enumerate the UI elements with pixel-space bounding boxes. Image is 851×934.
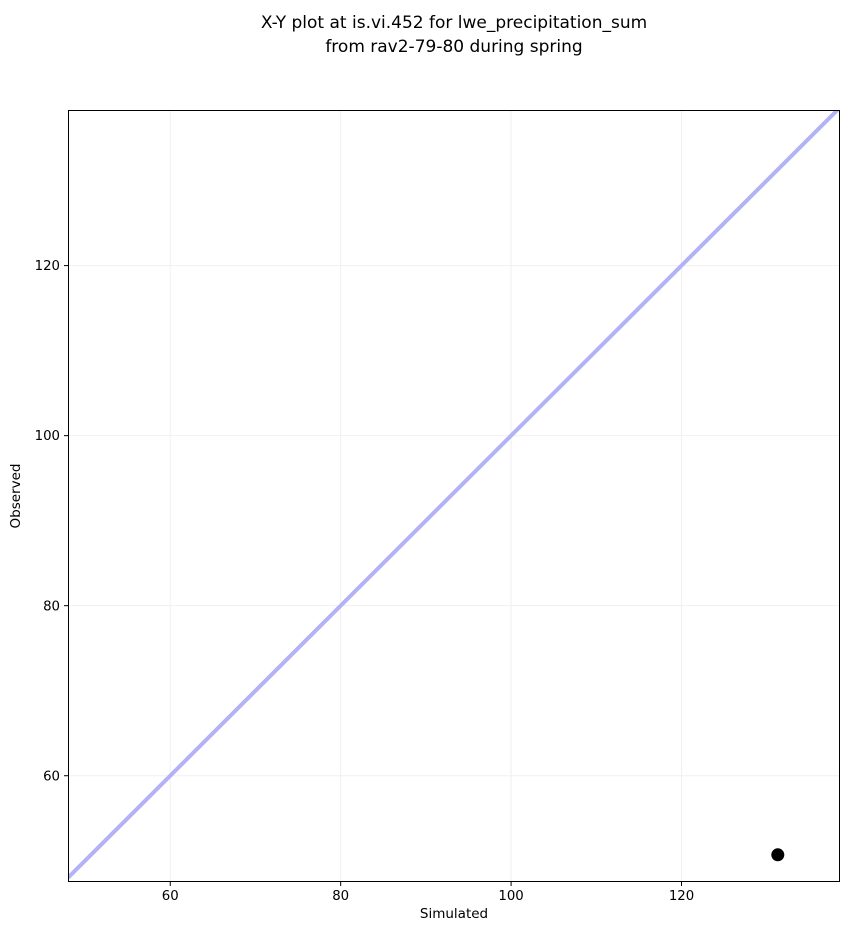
x-axis-label: Simulated <box>419 906 489 922</box>
identity-line <box>68 110 840 880</box>
x-tick-label-80: 80 <box>332 889 349 904</box>
plot-background <box>68 110 840 882</box>
x-tick-label-100: 100 <box>498 889 523 904</box>
y-tick-label-80: 80 <box>43 599 60 614</box>
data-point <box>771 848 785 862</box>
chart-title-line2: from rav2-79-80 during spring <box>325 37 583 57</box>
y-tick-label-120: 120 <box>35 259 60 274</box>
chart-title: X-Y plot at is.vi.452 for lwe_precipitat… <box>68 11 840 59</box>
chart-title-line1: X-Y plot at is.vi.452 for lwe_precipitat… <box>260 13 648 33</box>
y-axis-label: Observed <box>8 463 24 529</box>
y-tick-label-60: 60 <box>43 769 60 784</box>
y-tick-label-100: 100 <box>35 429 60 444</box>
x-tick-label-60: 60 <box>162 889 179 904</box>
axes-box <box>68 110 840 882</box>
x-tick-label-120: 120 <box>669 889 694 904</box>
